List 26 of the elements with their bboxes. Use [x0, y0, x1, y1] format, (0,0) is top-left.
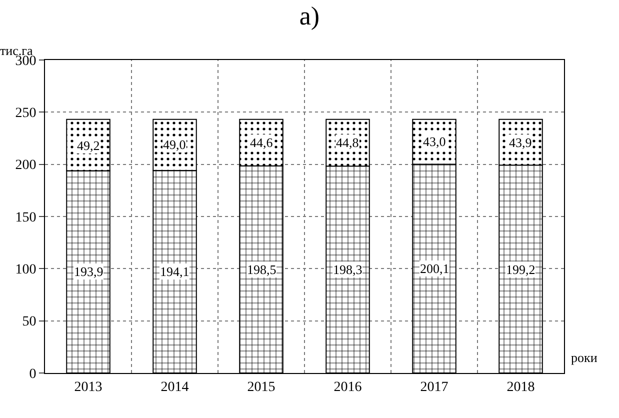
data-label: 194,1 [160, 264, 190, 279]
data-label: 193,9 [74, 264, 104, 279]
data-label: 200,1 [420, 261, 450, 276]
x-tick-label: 2014 [160, 380, 189, 395]
chart-title: a) [299, 1, 320, 30]
data-label: 44,6 [250, 135, 274, 150]
x-tick-label: 2016 [334, 380, 362, 395]
y-tick-label: 100 [15, 262, 36, 278]
x-tick-label: 2017 [420, 380, 448, 395]
x-tick-label: 2013 [74, 380, 102, 395]
data-label: 43,9 [509, 135, 532, 150]
y-tick-label: 0 [29, 366, 36, 382]
data-label: 49,0 [163, 137, 186, 152]
data-label: 43,0 [423, 134, 446, 149]
y-tick-label: 200 [15, 158, 36, 174]
x-tick-label: 2018 [506, 380, 535, 395]
x-tick-label: 2015 [247, 380, 276, 395]
y-tick-label: 150 [15, 210, 36, 226]
x-axis-title: роки [571, 350, 598, 365]
y-tick-label: 50 [22, 314, 36, 330]
data-label: 49,2 [77, 138, 100, 153]
y-tick-label: 250 [15, 106, 36, 122]
data-label: 198,3 [333, 262, 362, 277]
data-label: 199,2 [506, 262, 536, 277]
data-label: 198,5 [247, 262, 276, 277]
data-label: 44,8 [336, 135, 359, 150]
